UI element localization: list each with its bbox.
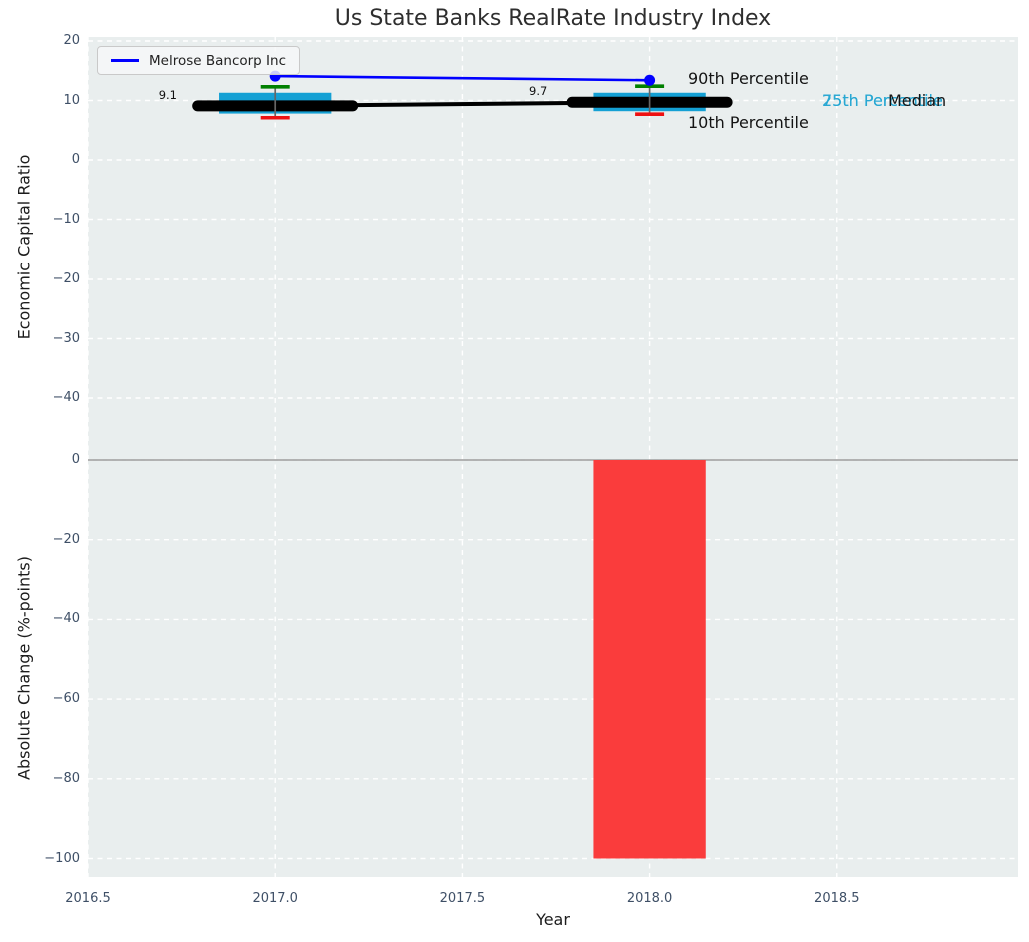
y-tick-label-top: −30 — [52, 330, 80, 346]
y-tick-label-top: −40 — [52, 390, 80, 405]
annotation-25th-percentile: 25th Percentile — [822, 91, 943, 110]
legend-label: Melrose Bancorp Inc — [149, 52, 286, 69]
y-tick-label-bottom: −40 — [52, 611, 80, 627]
y-tick-label-top: 0 — [71, 152, 80, 167]
annotation-median: Median — [888, 91, 947, 110]
y-tick-label-bottom: −80 — [52, 770, 80, 786]
y-tick-label-top: 20 — [63, 33, 80, 48]
annotation-10th-percentile: 10th Percentile — [688, 113, 809, 132]
y-tick-label-bottom: −20 — [52, 531, 80, 547]
value-label-2017: 9.1 — [158, 88, 177, 102]
company-marker — [644, 74, 656, 86]
chart-title: Us State Banks RealRate Industry Index — [334, 6, 772, 31]
x-tick-label: 2017.0 — [252, 891, 298, 906]
annotation-90th-percentile: 90th Percentile — [688, 69, 809, 88]
y-axis-label-top: Economic Capital Ratio — [14, 154, 34, 340]
plot-background — [88, 37, 1018, 877]
y-tick-label-top: −20 — [52, 271, 80, 286]
x-tick-label: 2018.5 — [814, 891, 860, 906]
value-label-2018: 9.7 — [529, 84, 548, 98]
change-bar — [593, 460, 706, 859]
y-tick-label-bottom: −100 — [44, 850, 80, 866]
x-tick-label: 2018.0 — [626, 891, 673, 906]
y-tick-label-top: 10 — [63, 92, 80, 108]
annotation-75th-percentile: 75th Percentile — [822, 91, 943, 110]
legend-line-swatch — [111, 59, 139, 62]
x-axis-label: Year — [536, 910, 570, 929]
x-tick-label: 2017.5 — [439, 891, 486, 906]
y-tick-label-bottom: 0 — [71, 452, 80, 467]
company-line — [275, 74, 650, 82]
y-axis-label-bottom: Absolute Change (%-points) — [14, 556, 34, 780]
legend: Melrose Bancorp Inc — [97, 46, 300, 75]
y-tick-label-top: −10 — [52, 211, 80, 227]
x-tick-label: 2016.5 — [65, 891, 111, 906]
y-tick-label-bottom: −60 — [52, 691, 80, 707]
